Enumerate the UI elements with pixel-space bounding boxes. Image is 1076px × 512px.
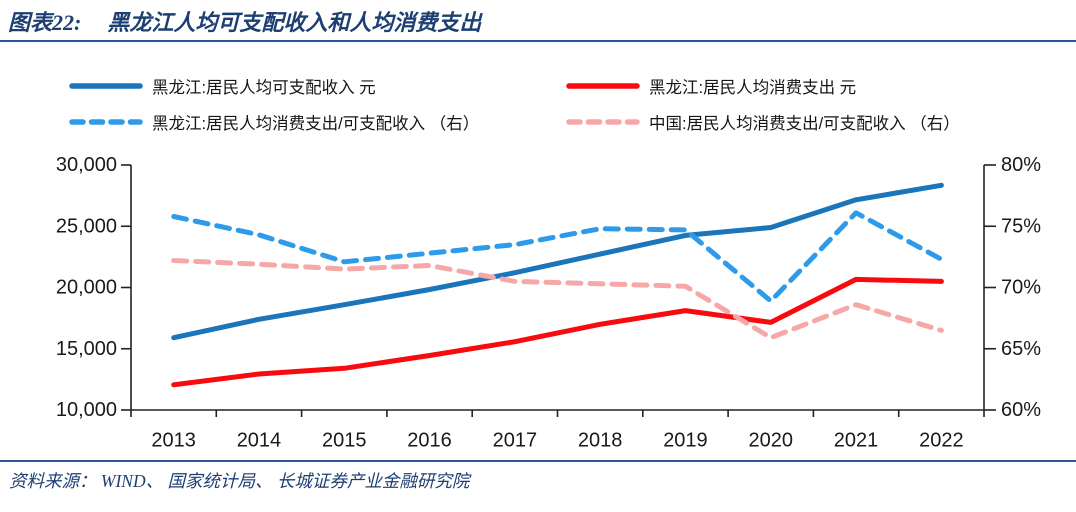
legend-label: 黑龙江:居民人均消费支出/可支配收入 （右）	[152, 115, 480, 133]
source-divider-line	[0, 460, 1076, 462]
legend-item-china-ratio: 中国:居民人均消费支出/可支配收入 （右）	[565, 113, 960, 133]
series-line-2	[171, 210, 944, 304]
series-line-1	[171, 276, 944, 388]
title-divider-line	[0, 40, 1076, 42]
source-note: 资料来源： WIND、 国家统计局、 长城证券产业金融研究院	[9, 471, 470, 491]
series-line-3	[171, 258, 944, 341]
legend-dashed-swatch-icon	[566, 119, 640, 125]
series-line-0	[171, 182, 944, 341]
legend-label: 黑龙江:居民人均消费支出 元	[649, 79, 857, 97]
right-tick-label: 60%	[1001, 399, 1041, 421]
left-tick-label: 15,000	[56, 338, 117, 360]
left-tick-label: 25,000	[56, 215, 117, 237]
x-tick-label: 2018	[578, 430, 623, 452]
left-tick-label: 10,000	[56, 399, 117, 421]
right-tick-label: 70%	[1001, 277, 1041, 299]
x-tick-label: 2014	[237, 430, 282, 452]
left-tick-label: 20,000	[56, 277, 117, 299]
figure-title: 黑龙江人均可支配收入和人均消费支出	[107, 10, 482, 35]
x-tick-label: 2022	[919, 430, 964, 452]
legend-item-hlj-ratio: 黑龙江:居民人均消费支出/可支配收入 （右）	[68, 113, 480, 133]
legend-dashed-swatch-icon	[69, 119, 143, 125]
legend-label: 中国:居民人均消费支出/可支配收入 （右）	[649, 115, 960, 133]
right-tick-label: 75%	[1001, 215, 1041, 237]
x-tick-label: 2016	[407, 430, 452, 452]
legend-label: 黑龙江:居民人均可支配收入 元	[152, 79, 376, 97]
figure-number-label: 图表22:	[8, 10, 82, 35]
right-tick-label: 65%	[1001, 338, 1041, 360]
right-tick-label: 80%	[1001, 154, 1041, 176]
legend-item-consumption: 黑龙江:居民人均消费支出 元	[565, 77, 857, 97]
x-tick-label: 2015	[322, 430, 367, 452]
figure-title-row: 图表22: 黑龙江人均可支配收入和人均消费支出	[8, 5, 481, 37]
legend-item-disposable-income: 黑龙江:居民人均可支配收入 元	[68, 77, 376, 97]
x-tick-label: 2021	[834, 430, 879, 452]
x-tick-label: 2019	[663, 430, 708, 452]
x-tick-label: 2020	[749, 430, 794, 452]
legend-line-swatch-icon	[69, 83, 143, 89]
left-tick-label: 30,000	[56, 154, 117, 176]
legend-line-swatch-icon	[566, 83, 640, 89]
x-tick-label: 2013	[151, 430, 196, 452]
x-tick-label: 2017	[493, 430, 538, 452]
